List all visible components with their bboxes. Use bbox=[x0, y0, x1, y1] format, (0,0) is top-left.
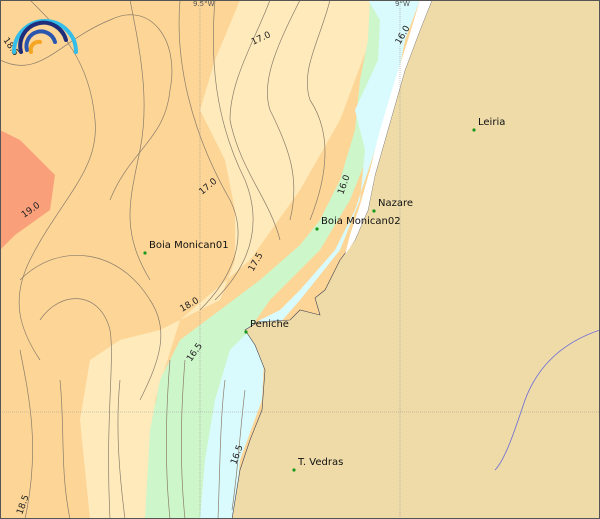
wave-arcs-logo bbox=[12, 19, 78, 54]
place-label: Leiria bbox=[478, 117, 505, 128]
coast-white-strip bbox=[345, 0, 432, 255]
place-label: Boia Monican01 bbox=[149, 240, 229, 251]
place-marker[interactable] bbox=[472, 128, 476, 132]
grid-label: 9.5°W bbox=[193, 0, 215, 8]
place-label: T. Vedras bbox=[297, 457, 343, 468]
river bbox=[494, 329, 600, 471]
land bbox=[231, 0, 600, 519]
sea-warmest-zone bbox=[0, 130, 55, 250]
place-label: Boia Monican02 bbox=[321, 216, 401, 227]
sea-mild-patch bbox=[264, 38, 346, 132]
place-marker[interactable] bbox=[143, 251, 147, 255]
contour-lines bbox=[0, 0, 331, 519]
grid-label: 9°W bbox=[395, 0, 410, 8]
place-marker[interactable] bbox=[315, 227, 319, 231]
place-label: Nazare bbox=[378, 198, 413, 209]
place-marker[interactable] bbox=[372, 209, 376, 213]
place-marker[interactable] bbox=[244, 330, 248, 334]
place-label: Peniche bbox=[250, 319, 289, 330]
sea-coolest-zone bbox=[200, 0, 420, 519]
place-marker[interactable] bbox=[292, 468, 296, 472]
sea-cool-zone bbox=[145, 0, 410, 519]
sea-mild-patch-2 bbox=[232, 44, 256, 71]
